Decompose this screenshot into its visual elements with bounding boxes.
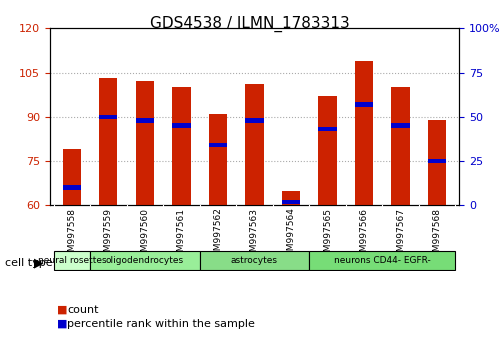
Bar bbox=[99, 79, 117, 205]
Bar bbox=[63, 185, 81, 190]
Text: GSM997560: GSM997560 bbox=[140, 207, 149, 263]
Bar bbox=[246, 84, 263, 205]
Bar bbox=[355, 102, 373, 107]
Text: neural rosettes: neural rosettes bbox=[37, 256, 106, 265]
Text: GSM997563: GSM997563 bbox=[250, 207, 259, 263]
Bar bbox=[282, 190, 300, 205]
Bar bbox=[246, 118, 263, 122]
FancyBboxPatch shape bbox=[200, 251, 309, 270]
Bar bbox=[428, 159, 446, 163]
Text: ■: ■ bbox=[57, 305, 68, 315]
FancyBboxPatch shape bbox=[90, 251, 200, 270]
Text: GSM997561: GSM997561 bbox=[177, 207, 186, 263]
Text: GSM997566: GSM997566 bbox=[360, 207, 369, 263]
Text: count: count bbox=[67, 305, 99, 315]
Text: GSM997562: GSM997562 bbox=[214, 207, 223, 262]
Text: neurons CD44- EGFR-: neurons CD44- EGFR- bbox=[334, 256, 431, 265]
Bar bbox=[392, 87, 410, 205]
Text: ■: ■ bbox=[57, 319, 68, 329]
Text: GSM997567: GSM997567 bbox=[396, 207, 405, 263]
Bar bbox=[282, 200, 300, 204]
Bar bbox=[172, 87, 191, 205]
Bar bbox=[172, 124, 191, 128]
Bar bbox=[63, 149, 81, 205]
Bar bbox=[318, 127, 337, 131]
Bar bbox=[136, 118, 154, 122]
FancyBboxPatch shape bbox=[53, 251, 90, 270]
Text: GSM997564: GSM997564 bbox=[286, 207, 295, 262]
Bar bbox=[428, 120, 446, 205]
Bar bbox=[318, 96, 337, 205]
Text: GSM997558: GSM997558 bbox=[67, 207, 76, 263]
Text: cell type: cell type bbox=[5, 258, 52, 268]
Text: oligodendrocytes: oligodendrocytes bbox=[106, 256, 184, 265]
Bar bbox=[99, 115, 117, 119]
Text: GSM997565: GSM997565 bbox=[323, 207, 332, 263]
Bar bbox=[136, 81, 154, 205]
Bar bbox=[209, 143, 227, 147]
Text: GSM997568: GSM997568 bbox=[433, 207, 442, 263]
Bar bbox=[392, 124, 410, 128]
Text: GSM997559: GSM997559 bbox=[104, 207, 113, 263]
Bar bbox=[209, 114, 227, 205]
Text: ▶: ▶ bbox=[34, 256, 44, 269]
Bar bbox=[355, 61, 373, 205]
FancyBboxPatch shape bbox=[309, 251, 456, 270]
Text: GDS4538 / ILMN_1783313: GDS4538 / ILMN_1783313 bbox=[150, 16, 349, 32]
Text: astrocytes: astrocytes bbox=[231, 256, 278, 265]
Text: percentile rank within the sample: percentile rank within the sample bbox=[67, 319, 255, 329]
